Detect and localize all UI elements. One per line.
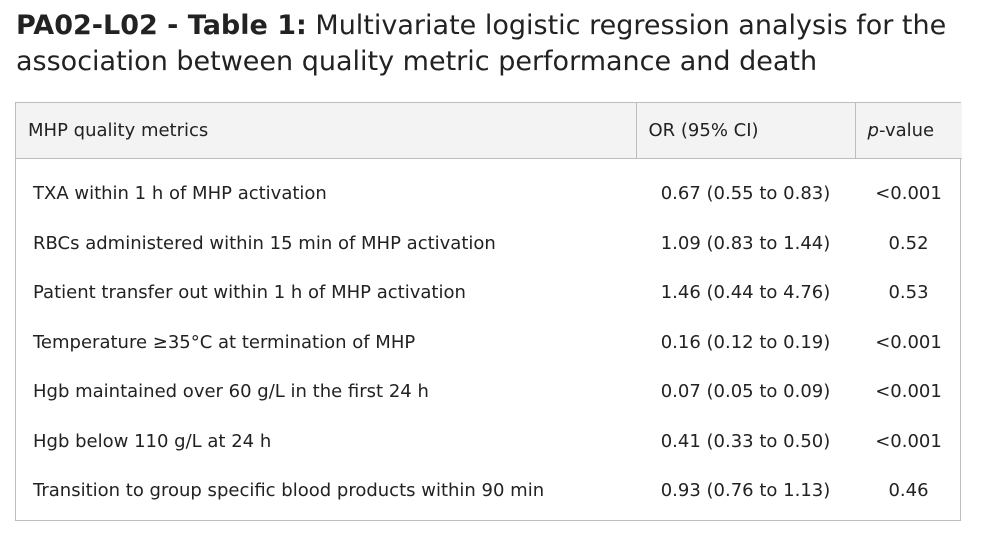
header-or: OR (95% CI) [635,103,855,159]
table-row: Hgb below 110 g/L at 24 h 0.41 (0.33 to … [16,417,962,467]
metric-cell: Temperature ≥35°C at termination of MHP [33,331,416,353]
p-value-cell: <0.001 [875,331,942,353]
table-row: Transition to group specific blood produ… [16,466,962,516]
metric-cell: Transition to group specific blood produ… [33,480,545,502]
p-value-cell: 0.52 [888,232,929,254]
p-value-cell: 0.53 [888,282,929,304]
p-value-cell: <0.001 [875,430,942,452]
regression-table: MHP quality metrics OR (95% CI) p-value … [15,102,962,521]
or-cell: 1.09 (0.83 to 1.44) [660,232,831,254]
metric-cell: TXA within 1 h of MHP activation [33,183,327,205]
metric-cell: Hgb maintained over 60 g/L in the first … [33,381,429,403]
table-row: Hgb maintained over 60 g/L in the first … [16,367,962,417]
or-cell: 1.46 (0.44 to 4.76) [660,282,831,304]
table-row: RBCs administered within 15 min of MHP a… [16,219,962,269]
p-value-cell: 0.46 [888,480,929,502]
metric-cell: RBCs administered within 15 min of MHP a… [33,232,496,254]
table-row: Temperature ≥35°C at termination of MHP … [16,318,962,368]
header-p-rest: -value [878,120,935,141]
metric-cell: Hgb below 110 g/L at 24 h [33,430,272,452]
table-label: PA02-L02 - Table 1: [16,10,307,41]
or-cell: 0.93 (0.76 to 1.13) [660,480,831,502]
table-row: TXA within 1 h of MHP activation 0.67 (0… [16,169,962,219]
table-title: PA02-L02 - Table 1: Multivariate logisti… [16,8,966,80]
table-caption: Multivariate logistic regression analysi… [16,10,947,77]
or-cell: 0.41 (0.33 to 0.50) [660,430,831,452]
p-value-cell: <0.001 [875,381,942,403]
header-p-value: p-value [854,103,962,159]
header-p-italic: p [867,120,879,141]
metric-cell: Patient transfer out within 1 h of MHP a… [33,282,466,304]
or-cell: 0.16 (0.12 to 0.19) [660,331,831,353]
header-metric: MHP quality metrics [16,103,636,159]
p-value-cell: <0.001 [875,183,942,205]
header-row: MHP quality metrics OR (95% CI) p-value [16,103,962,159]
or-cell: 0.07 (0.05 to 0.09) [660,381,831,403]
table-row: Patient transfer out within 1 h of MHP a… [16,268,962,318]
or-cell: 0.67 (0.55 to 0.83) [660,183,831,205]
results-table: MHP quality metrics OR (95% CI) p-value … [16,103,962,516]
